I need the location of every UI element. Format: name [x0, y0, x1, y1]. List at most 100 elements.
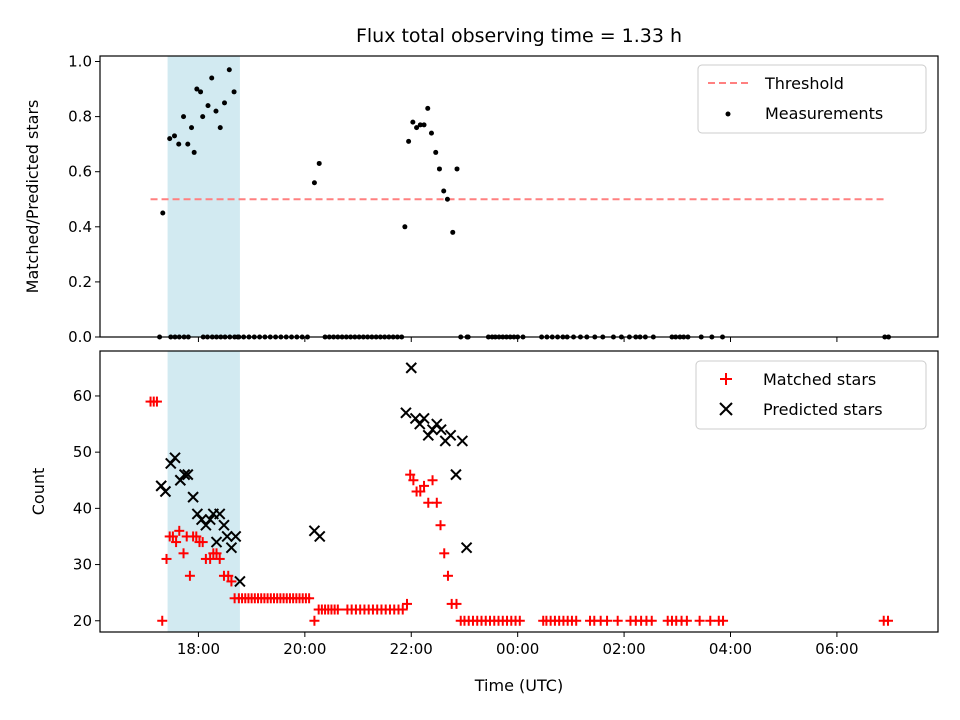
measurement-point: [191, 149, 197, 155]
matched-star-point: [882, 615, 893, 626]
measurement-point: [222, 100, 228, 106]
x-tick-label: 06:00: [815, 640, 858, 658]
bottom-y-tick-label: 30: [73, 556, 92, 574]
predicted-star-point: [225, 541, 238, 554]
matched-star-point: [211, 548, 222, 559]
measurement-point: [176, 141, 182, 147]
top-y-tick-label: 0.4: [68, 218, 92, 236]
predicted-star-point: [450, 468, 462, 481]
matched-star-point: [161, 553, 172, 564]
matched-star-point: [612, 615, 623, 626]
predicted-star-point: [234, 575, 246, 588]
predicted-star-point: [169, 452, 181, 464]
matched-star-point: [402, 598, 413, 609]
matched-star-point: [435, 520, 446, 531]
matched-star-point: [304, 593, 315, 604]
measurement-point: [316, 160, 322, 166]
predicted-star-point: [400, 407, 412, 419]
matched-star-point: [205, 553, 216, 564]
measurement-point: [311, 180, 317, 186]
measurement-point: [406, 138, 412, 144]
predicted-star-point: [218, 519, 230, 531]
matched-star-point: [226, 576, 237, 587]
measurement-point: [171, 133, 177, 139]
x-tick-label: 20:00: [283, 640, 326, 658]
measurement-point: [160, 210, 166, 216]
matched-star-point: [174, 525, 185, 536]
x-tick-label: 22:00: [390, 640, 433, 658]
measurement-point: [436, 166, 442, 172]
measurement-point: [205, 103, 211, 109]
measurement-point: [200, 114, 206, 120]
matched-star-point: [197, 537, 208, 548]
measurement-point: [441, 188, 447, 194]
matched-star-point: [397, 604, 408, 615]
predicted-star-point: [229, 530, 242, 543]
legend-matched-label: Matched stars: [763, 370, 876, 389]
predicted-star-point: [435, 423, 447, 436]
matched-star-point: [681, 615, 692, 626]
x-tick-label: 04:00: [709, 640, 752, 658]
predicted-star-point: [444, 429, 457, 442]
legend-measurements-label: Measurements: [765, 104, 883, 123]
measurement-point: [213, 108, 219, 114]
matched-star-point: [419, 480, 430, 491]
matched-star-point: [514, 615, 525, 626]
predicted-star-point: [418, 412, 430, 425]
predicted-star-point: [405, 362, 417, 374]
matched-star-point: [442, 570, 453, 581]
matched-star-point: [705, 615, 716, 626]
matched-star-point: [427, 475, 438, 486]
bottom-observing-span: [167, 351, 240, 632]
top-y-tick-label: 0.2: [68, 273, 92, 291]
matched-star-point: [451, 598, 462, 609]
matched-star-point: [151, 396, 162, 407]
legend-threshold-label: Threshold: [764, 74, 844, 93]
measurement-point: [226, 67, 232, 73]
matched-stars-points: [145, 396, 893, 626]
measurement-point: [425, 105, 431, 111]
legend-predicted-swatch: [719, 402, 733, 416]
predicted-star-point: [460, 541, 473, 554]
top-y-tick-label: 0.0: [68, 328, 92, 346]
measurement-point: [209, 75, 215, 81]
bottom-legend: Matched stars Predicted stars: [695, 360, 927, 430]
measurement-point: [181, 114, 187, 120]
predicted-star-point: [214, 508, 226, 520]
matched-star-point: [408, 475, 419, 486]
measurement-point: [167, 136, 173, 142]
measurement-point: [198, 89, 204, 95]
measurement-point: [421, 122, 427, 128]
matched-star-point: [415, 486, 426, 497]
top-axes-frame: [99, 55, 939, 338]
measurement-point: [185, 141, 191, 147]
predicted-star-point: [456, 435, 469, 447]
x-axis-label: Time (UTC): [474, 676, 563, 695]
top-legend: Threshold Measurements: [697, 64, 927, 134]
matched-star-point: [157, 615, 168, 626]
matched-star-point: [178, 548, 189, 559]
top-y-tick-label: 0.6: [68, 163, 92, 181]
matched-star-point: [184, 570, 195, 581]
bottom-y-tick-label: 40: [73, 499, 92, 517]
top-y-tick-label: 0.8: [68, 108, 92, 126]
x-tick-label: 18:00: [177, 640, 220, 658]
top-observing-span: [167, 56, 240, 337]
bottom-y-tick-label: 50: [73, 443, 92, 461]
bottom-y-tick-label: 60: [73, 387, 92, 405]
matched-star-point: [694, 615, 705, 626]
measurement-point: [454, 166, 460, 172]
matched-star-point: [431, 497, 442, 508]
bottom-panel: 20 30 40 50 60 18:00 20:00 22:00 00:00 02:00 04:00…: [29, 350, 939, 695]
bottom-y-axis-label: Count: [29, 468, 48, 516]
predicted-star-point: [178, 468, 191, 481]
measurement-point: [428, 130, 434, 136]
measurement-point: [231, 89, 237, 95]
chart-title: Flux total observing time = 1.33 h: [356, 25, 682, 47]
top-y-axis-label: Matched/Predicted stars: [23, 100, 42, 294]
matched-star-point: [646, 615, 657, 626]
matched-star-point: [405, 469, 416, 480]
predicted-star-point: [314, 530, 326, 543]
predicted-star-point: [159, 485, 172, 498]
